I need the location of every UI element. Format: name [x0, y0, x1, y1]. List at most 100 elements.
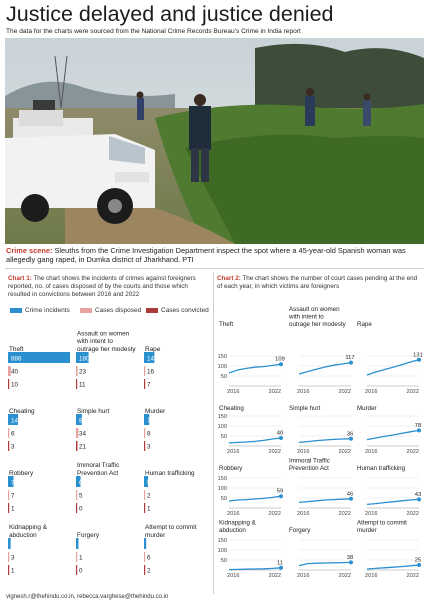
- bar-value-label: 144: [11, 417, 22, 424]
- legend-convicted: Cases convicted: [146, 307, 209, 317]
- series-line: [366, 429, 420, 441]
- end-point: [349, 560, 353, 565]
- line-panel-label-line: Kidnapping &: [219, 519, 257, 526]
- bar-panel-label-line: murder: [145, 532, 166, 539]
- end-point: [279, 565, 283, 570]
- y-tick-label: 50: [221, 374, 227, 380]
- bar-value-label: 3: [11, 443, 15, 450]
- bar-value-label: 11: [79, 381, 86, 388]
- bar-incidents: [144, 538, 147, 549]
- line-panel-label-line: Simple hurt: [289, 405, 321, 412]
- bar-incidents: [8, 414, 19, 425]
- bar-value-label: 5: [79, 492, 83, 499]
- bar-disposed: [144, 552, 146, 562]
- bar-value-label: 2: [147, 567, 151, 574]
- bar-panel-label-line: abduction: [9, 532, 37, 539]
- end-point: [417, 563, 421, 567]
- bar-value-label: 34: [79, 430, 87, 437]
- bar-convicted: [144, 503, 146, 513]
- chart1-intro-lead: Chart 1:: [8, 275, 32, 282]
- x-tick-label: 2022: [407, 511, 419, 517]
- line-panel-label: Cheating: [219, 405, 244, 412]
- bar-panel-label: Robbery: [9, 470, 34, 477]
- x-tick-label: 2016: [227, 573, 239, 579]
- bar-panel-label-line: Theft: [9, 346, 24, 353]
- bar-value-label: 23: [79, 368, 87, 375]
- bar-convicted: [76, 503, 78, 513]
- line-panel-label-line: Assault on women: [289, 306, 340, 313]
- y-tick-label: 50: [221, 496, 227, 502]
- line-panel-label: Simple hurt: [289, 405, 321, 412]
- bar-panel-label: Cheating: [9, 408, 35, 415]
- bar-value-label: 7: [11, 492, 15, 499]
- line-panel-label-line: Immoral Traffic: [289, 457, 330, 464]
- line-panel-label-line: Theft: [219, 321, 233, 328]
- x-tick-label: 2016: [365, 511, 377, 517]
- end-value-label: 38: [347, 555, 353, 561]
- end-point: [279, 362, 283, 367]
- x-tick-label: 2016: [365, 449, 377, 455]
- x-tick-label: 2022: [407, 449, 419, 455]
- bar-panel-label: Kidnapping & abduction: [9, 524, 48, 539]
- bar-value-label: 6: [11, 430, 15, 437]
- line-panel-label-line: Prevention Act: [289, 465, 329, 472]
- x-tick-label: 2016: [365, 389, 377, 395]
- page-title: Justice delayed and justice denied: [6, 2, 334, 26]
- bar-incidents: [144, 414, 150, 425]
- bar-panel-label-line: Rape: [145, 346, 161, 353]
- line-panel-label: Immoral Traffic Prevention Act: [289, 457, 330, 472]
- bar-value-label: 0: [79, 567, 83, 574]
- line-panel-label: Rape: [357, 321, 372, 328]
- x-tick-label: 2016: [227, 389, 239, 395]
- bar-value-label: 79: [11, 479, 19, 486]
- line-panel-label-line: Human trafficking: [357, 465, 406, 472]
- y-tick-label: 100: [218, 364, 227, 370]
- y-tick-label: 150: [218, 414, 227, 420]
- bar-disposed: [144, 366, 146, 376]
- line-panel-label: Robbery: [219, 465, 243, 472]
- y-tick-label: 50: [221, 558, 227, 564]
- end-value-label: 40: [277, 431, 283, 437]
- x-tick-label: 2022: [339, 511, 351, 517]
- series-line: [298, 361, 352, 375]
- bar-convicted: [8, 441, 10, 451]
- end-point: [417, 357, 421, 362]
- bar-convicted: [76, 379, 78, 389]
- series-line: [366, 498, 420, 506]
- bar-convicted: [76, 441, 78, 451]
- bar-panel-label-line: Forgery: [77, 532, 100, 539]
- bar-value-label: 65: [79, 479, 87, 486]
- bar-disposed: [76, 366, 78, 376]
- line-panel-label-line: Murder: [357, 405, 377, 412]
- bar-value-label: 1: [79, 554, 83, 561]
- y-tick-label: 100: [218, 486, 227, 492]
- end-point: [279, 436, 283, 440]
- legend-convicted-swatch: [146, 307, 158, 313]
- end-value-label: 46: [347, 491, 353, 497]
- end-value-label: 78: [415, 423, 421, 429]
- bar-panel-label: Simple hurt: [77, 408, 110, 415]
- bar-value-label: 1: [11, 505, 15, 512]
- bar-disposed: [76, 490, 78, 500]
- chart1-intro-text: The chart shows the incidents of crimes …: [8, 275, 196, 298]
- line-panel-label-line: Robbery: [219, 465, 243, 472]
- series-line: [366, 359, 420, 376]
- bar-value-label: 0: [79, 505, 83, 512]
- y-tick-label: 150: [218, 354, 227, 360]
- bar-value-label: 180: [79, 355, 90, 362]
- bar-disposed: [76, 552, 78, 562]
- bar-incidents: [76, 538, 79, 549]
- chart2-intro: Chart 2: The chart shows the number of c…: [217, 275, 423, 291]
- bar-disposed: [8, 490, 10, 500]
- x-tick-label: 2022: [407, 573, 419, 579]
- x-tick-label: 2016: [297, 449, 309, 455]
- end-value-label: 11: [277, 560, 283, 566]
- bar-value-label: 84: [79, 417, 87, 424]
- bar-value-label: 75: [147, 417, 155, 424]
- line-panel-label: Assault on women with intent to outrage he…: [288, 306, 347, 328]
- bar-panel-label-line: Simple hurt: [77, 408, 110, 415]
- bar-value-label: 2: [147, 492, 151, 499]
- line-panel-label-line: Cheating: [219, 405, 244, 412]
- bar-convicted: [8, 565, 10, 575]
- bar-value-label: 7: [147, 381, 151, 388]
